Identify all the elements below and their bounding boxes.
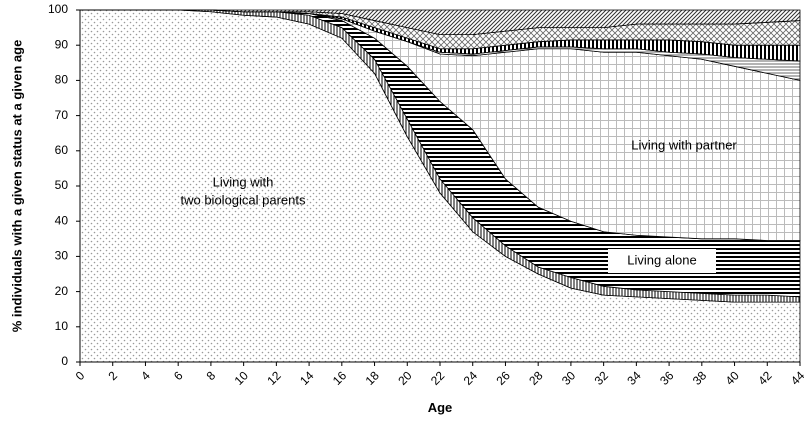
x-tick-label: 18 <box>363 368 383 388</box>
x-tick-label: 28 <box>526 368 546 388</box>
x-tick-label: 6 <box>171 368 186 383</box>
x-tick-label: 44 <box>788 368 804 388</box>
x-tick-label: 26 <box>493 368 513 388</box>
x-tick-label: 42 <box>755 368 775 388</box>
y-tick-label: 90 <box>55 37 69 51</box>
x-tick-label: 12 <box>264 368 284 388</box>
y-tick-label: 100 <box>48 2 68 16</box>
x-tick-label: 36 <box>657 368 677 388</box>
x-tick-label: 34 <box>624 368 644 388</box>
y-tick-label: 0 <box>61 354 68 368</box>
y-axis-title: % individuals with a given status at a g… <box>9 40 24 333</box>
y-tick-label: 60 <box>55 143 69 157</box>
annotation: Living with partner <box>631 137 737 152</box>
y-tick-label: 10 <box>55 319 69 333</box>
x-tick-label: 16 <box>330 368 350 388</box>
x-tick-label: 22 <box>428 368 448 388</box>
x-tick-label: 20 <box>395 368 415 388</box>
area <box>80 9 801 36</box>
y-tick-label: 50 <box>55 178 69 192</box>
annotation: Living alone <box>627 252 696 267</box>
x-axis-title: Age <box>428 400 453 415</box>
annotation: two biological parents <box>180 192 306 207</box>
y-tick-label: 20 <box>55 284 69 298</box>
y-tick-label: 30 <box>55 249 69 263</box>
x-tick-label: 2 <box>105 368 120 383</box>
x-tick-label: 24 <box>461 368 481 388</box>
y-tick-label: 70 <box>55 108 69 122</box>
x-tick-label: 0 <box>73 368 88 383</box>
x-tick-label: 10 <box>232 368 252 388</box>
y-tick-label: 80 <box>55 73 69 87</box>
x-tick-label: 40 <box>723 368 743 388</box>
x-tick-label: 8 <box>204 368 219 383</box>
annotation: Living with <box>213 174 274 189</box>
label-box <box>608 249 716 273</box>
y-tick-label: 40 <box>55 213 69 227</box>
x-tick-label: 4 <box>138 368 153 383</box>
x-tick-label: 32 <box>592 368 612 388</box>
x-tick-label: 38 <box>690 368 710 388</box>
x-tick-label: 30 <box>559 368 579 388</box>
x-tick-label: 14 <box>297 368 317 388</box>
